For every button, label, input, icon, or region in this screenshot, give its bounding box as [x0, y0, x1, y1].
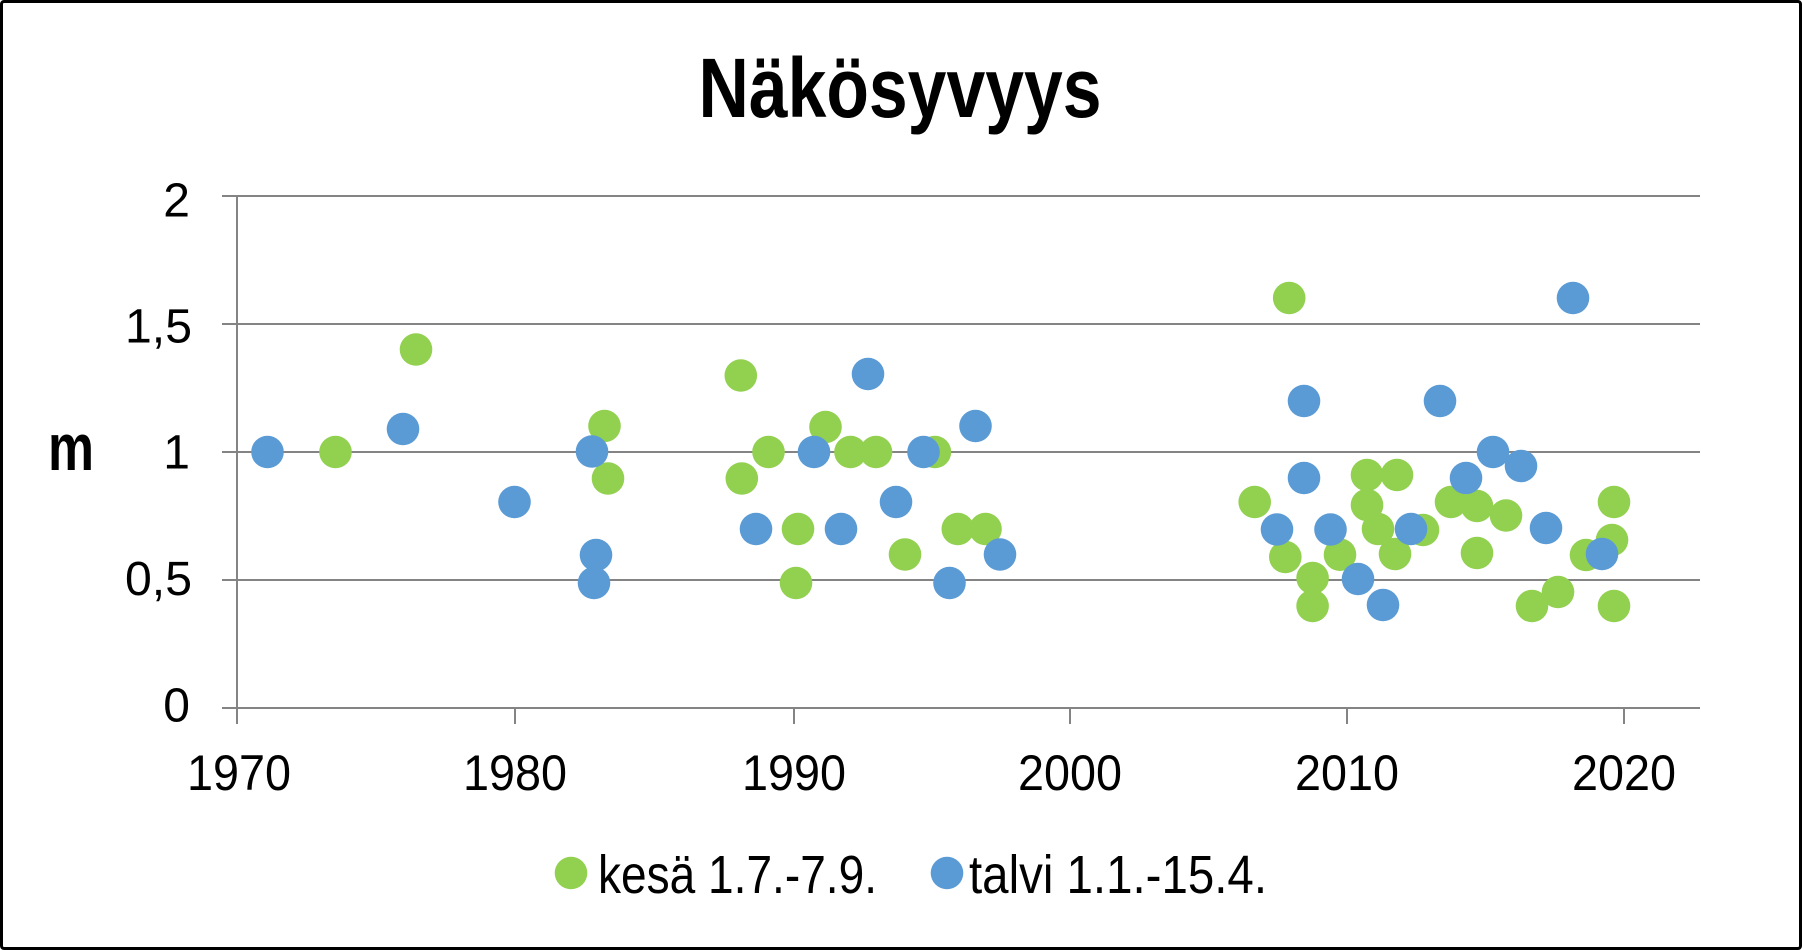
svg-text:m: m: [48, 410, 94, 484]
svg-text:1990: 1990: [742, 745, 846, 801]
svg-text:kesä 1.7.-7.9.: kesä 1.7.-7.9.: [598, 845, 877, 905]
svg-text:1,5: 1,5: [125, 301, 192, 354]
svg-text:2010: 2010: [1295, 745, 1399, 801]
svg-text:1970: 1970: [187, 745, 291, 801]
svg-text:1: 1: [163, 427, 190, 480]
svg-text:Näkösyvyys: Näkösyvyys: [699, 41, 1102, 135]
svg-text:2: 2: [163, 175, 190, 228]
svg-text:talvi 1.1.-15.4.: talvi 1.1.-15.4.: [969, 845, 1267, 905]
svg-text:0: 0: [163, 680, 190, 733]
svg-text:0,5: 0,5: [125, 553, 192, 606]
svg-text:2000: 2000: [1018, 745, 1122, 801]
svg-text:2020: 2020: [1572, 745, 1676, 801]
svg-text:1980: 1980: [463, 745, 567, 801]
